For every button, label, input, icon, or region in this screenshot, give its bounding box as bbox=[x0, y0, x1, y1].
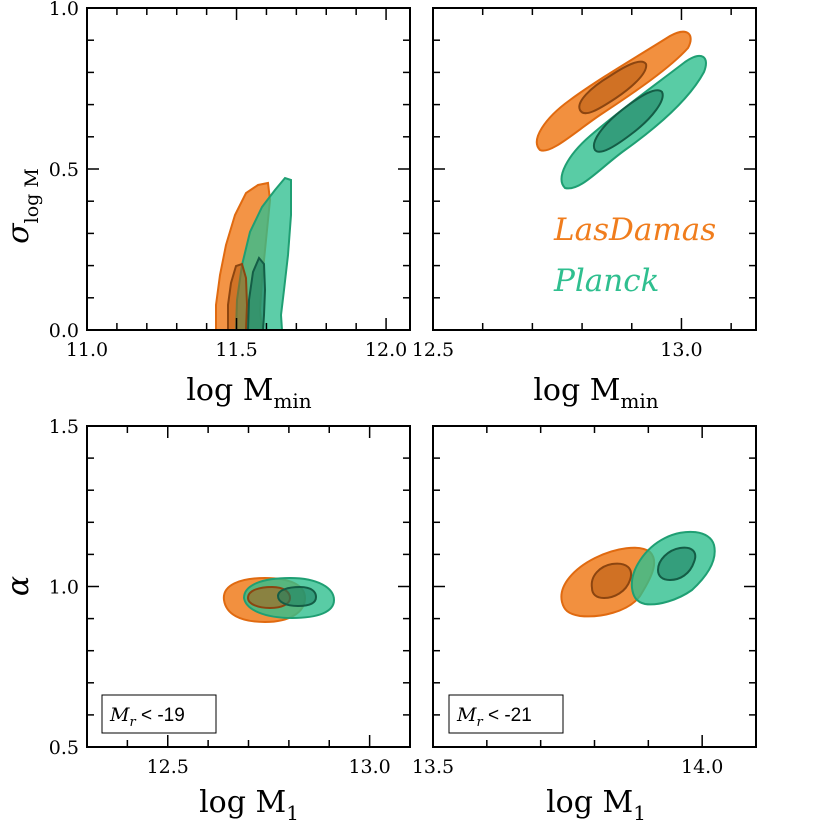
panel-3-ytick-label: 0.5 bbox=[49, 737, 79, 759]
ylabel-alpha: α bbox=[1, 576, 36, 596]
panel-3-xtick-label: 13.0 bbox=[348, 756, 390, 778]
panel-1-xtick-label: 11.5 bbox=[215, 339, 257, 361]
annotation-mr-19: Mr < -19 bbox=[101, 694, 217, 734]
panel-4-xtick-label: 13.5 bbox=[412, 756, 454, 778]
annotation-mr-21: Mr < -21 bbox=[448, 694, 564, 734]
panel-1-lasdamas-contour-68 bbox=[227, 262, 249, 331]
svg-text:Mr < -19: Mr < -19 bbox=[109, 704, 185, 730]
axes-layer: 11.0 11.5 12.0 0.0 0.5 1.0 12.5 13.0 12.5 13.0 0.5… bbox=[49, 0, 757, 778]
panel-4-lasdamas-contour-68 bbox=[590, 562, 632, 600]
ylabel-sigma: σlog M bbox=[1, 168, 43, 244]
panel-3-xtick-label: 12.5 bbox=[147, 756, 189, 778]
panel-1-contours bbox=[215, 176, 292, 331]
panel-4-xtick-label: 14.0 bbox=[681, 756, 723, 778]
panel-2-contours bbox=[535, 30, 707, 190]
xlabel-panel-2: log Mmin bbox=[533, 373, 658, 413]
panel-3-ytick-label: 1.5 bbox=[49, 416, 79, 438]
panel-2-lasdamas-contour-68 bbox=[578, 60, 648, 115]
panel-4-planck-contour-68 bbox=[656, 546, 697, 582]
legend-planck: Planck bbox=[553, 263, 659, 299]
panel-4-contours bbox=[560, 530, 716, 618]
panel-3-planck-contour-68 bbox=[276, 585, 318, 608]
panel-1-xtick-label: 12.0 bbox=[365, 339, 407, 361]
panel-3-ytick-label: 1.0 bbox=[49, 577, 79, 599]
xlabel-panel-3: log M1 bbox=[199, 785, 299, 825]
xlabel-panel-4: log M1 bbox=[546, 785, 646, 825]
panel-3-contours bbox=[222, 576, 336, 624]
svg-text:Mr < -21: Mr < -21 bbox=[456, 704, 532, 730]
panel-2-xtick-label: 12.5 bbox=[412, 339, 454, 361]
panel-1-ytick-label: 0.0 bbox=[49, 320, 79, 342]
panel-1-ytick-label: 0.5 bbox=[49, 159, 79, 181]
panel-1-planck-contour-68 bbox=[246, 256, 267, 331]
panel-1-xtick-label: 11.0 bbox=[66, 339, 108, 361]
panel-1-ytick-label: 1.0 bbox=[49, 0, 79, 20]
panel-2-xtick-label: 13.0 bbox=[660, 339, 702, 361]
xlabel-panel-1: log Mmin bbox=[186, 373, 311, 413]
legend-lasdamas: LasDamas bbox=[553, 212, 716, 248]
panel-2-planck-contour-68 bbox=[592, 89, 664, 153]
